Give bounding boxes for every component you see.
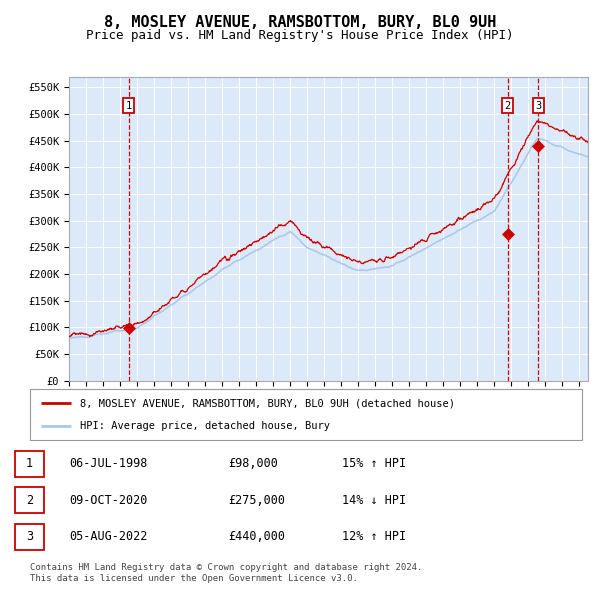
Text: £440,000: £440,000 — [228, 530, 285, 543]
Text: £275,000: £275,000 — [228, 494, 285, 507]
Text: 8, MOSLEY AVENUE, RAMSBOTTOM, BURY, BL0 9UH (detached house): 8, MOSLEY AVENUE, RAMSBOTTOM, BURY, BL0 … — [80, 398, 455, 408]
Text: 3: 3 — [535, 100, 542, 110]
Text: Contains HM Land Registry data © Crown copyright and database right 2024.
This d: Contains HM Land Registry data © Crown c… — [30, 563, 422, 583]
Text: 8, MOSLEY AVENUE, RAMSBOTTOM, BURY, BL0 9UH: 8, MOSLEY AVENUE, RAMSBOTTOM, BURY, BL0 … — [104, 15, 496, 30]
Text: 05-AUG-2022: 05-AUG-2022 — [69, 530, 148, 543]
Text: Price paid vs. HM Land Registry's House Price Index (HPI): Price paid vs. HM Land Registry's House … — [86, 30, 514, 42]
Text: 12% ↑ HPI: 12% ↑ HPI — [342, 530, 406, 543]
Text: 3: 3 — [26, 530, 33, 543]
Text: 2: 2 — [26, 494, 33, 507]
Text: 1: 1 — [26, 457, 33, 470]
Text: 2: 2 — [505, 100, 511, 110]
Text: £98,000: £98,000 — [228, 457, 278, 470]
Text: 14% ↓ HPI: 14% ↓ HPI — [342, 494, 406, 507]
Text: 06-JUL-1998: 06-JUL-1998 — [69, 457, 148, 470]
Text: 09-OCT-2020: 09-OCT-2020 — [69, 494, 148, 507]
Text: 1: 1 — [125, 100, 132, 110]
Text: HPI: Average price, detached house, Bury: HPI: Average price, detached house, Bury — [80, 421, 329, 431]
Text: 15% ↑ HPI: 15% ↑ HPI — [342, 457, 406, 470]
